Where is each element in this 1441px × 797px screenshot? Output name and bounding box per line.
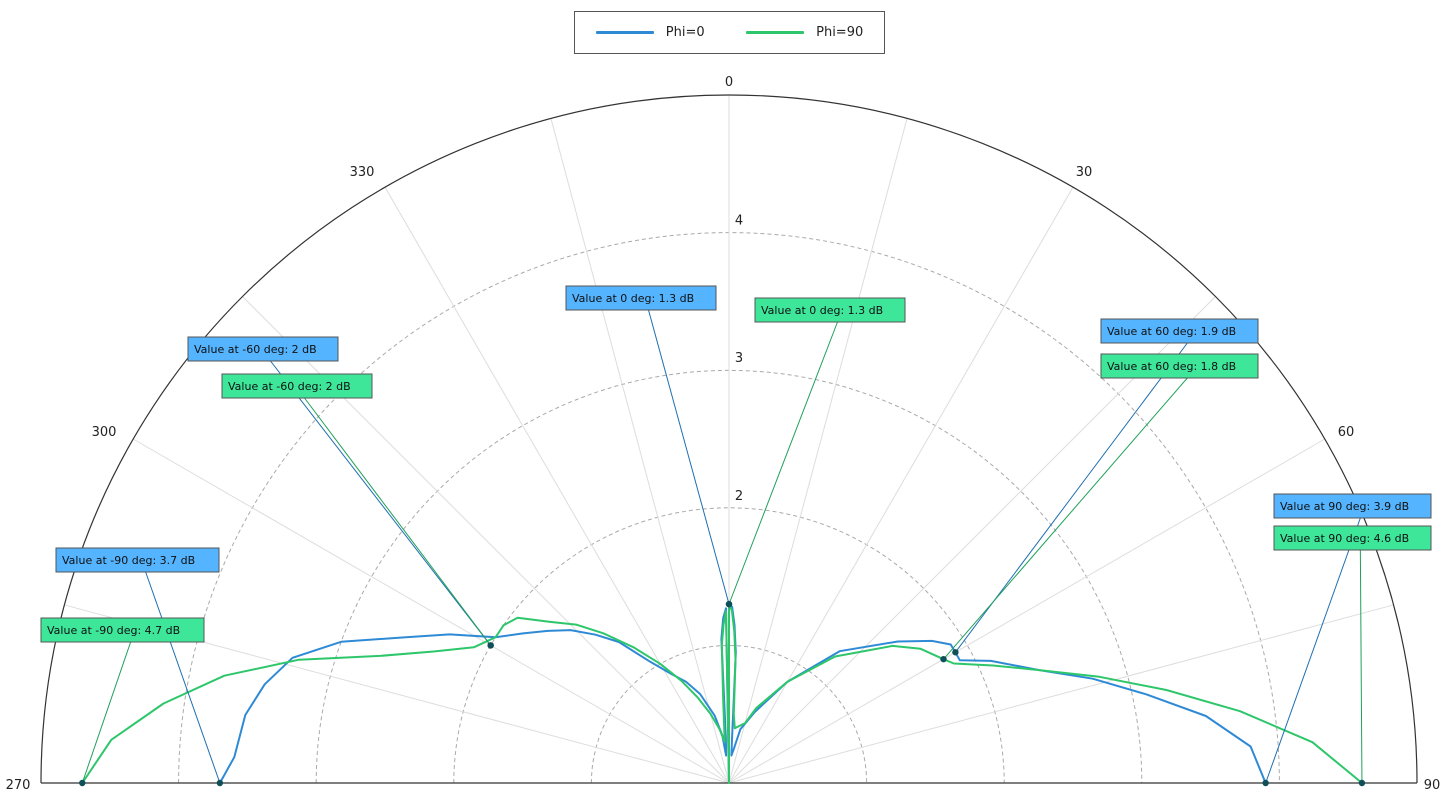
annotation-leader-phi-0-m90	[145, 571, 221, 784]
annotation-point-phi-0-90	[1262, 779, 1269, 787]
tick-labels: 270 300 330 0 30 60 90 2 3 4	[6, 75, 1441, 793]
annotation-box-phi-90-90	[1273, 525, 1432, 551]
annotation-leader-phi-90-m90	[81, 641, 132, 784]
annotation-label-phi-90-60: Value at 60 deg: 1.8 dB	[1107, 360, 1236, 373]
legend-item-phi90: Phi=90	[746, 25, 863, 40]
radial-tick-label-4: 4	[735, 214, 743, 229]
annotation-box-phi-0-m60	[187, 336, 339, 362]
angular-tick-label-30: 30	[1076, 165, 1093, 180]
annotation-label-phi-0-m90: Value at -90 deg: 3.7 dB	[62, 554, 195, 567]
angular-spoke-75	[728, 604, 1394, 784]
legend: Phi=0 Phi=90	[574, 11, 885, 54]
angular-spoke-m15	[550, 118, 730, 784]
annotation-label-phi-0-90: Value at 90 deg: 3.9 dB	[1280, 500, 1409, 513]
annotation-box-phi-90-0	[754, 297, 906, 323]
annotation-label-phi-0-m60: Value at -60 deg: 2 dB	[194, 343, 317, 356]
annotation-label-phi-90-m60: Value at -60 deg: 2 dB	[228, 380, 351, 393]
annotation-leader-phi-0-m60	[270, 360, 492, 646]
angular-spoke-30	[728, 186, 1074, 784]
legend-swatch-phi90	[746, 31, 805, 34]
angular-spokes	[41, 95, 1417, 784]
annotation-leader-phi-90-90	[1359, 549, 1363, 784]
annotation-point-phi-90-m60	[487, 642, 494, 649]
outer-arc	[40, 94, 1418, 784]
angular-tick-label-0: 0	[725, 75, 733, 90]
annotation-box-phi-90-m90	[40, 617, 205, 643]
annotation-leader-phi-90-m60	[304, 397, 492, 646]
angular-spoke-m60	[132, 438, 730, 784]
legend-label-phi0: Phi=0	[665, 25, 705, 40]
angular-spoke-m45	[242, 296, 730, 784]
annotation-leader-phi-90-60	[943, 377, 1188, 660]
annotation-point-phi-0-60	[952, 649, 959, 656]
annotation-point-phi-90-60	[940, 655, 947, 663]
annotation-leader-phi-0-90	[1265, 517, 1361, 784]
annotation-label-phi-0-0: Value at 0 deg: 1.3 dB	[572, 292, 694, 305]
annotation-label-phi-0-60: Value at 60 deg: 1.9 dB	[1107, 325, 1236, 338]
radial-tick-label-2: 2	[735, 489, 743, 504]
annotation-point-phi-90-90	[1358, 779, 1366, 787]
legend-label-phi90: Phi=90	[816, 25, 864, 40]
annotation-box-phi-90-60	[1100, 353, 1259, 379]
legend-swatch-phi0	[595, 31, 654, 34]
annotations: Value at -90 deg: 3.7 dB Value at -90 deg…	[40, 285, 1432, 787]
annotation-leader-phi-0-0	[648, 309, 730, 605]
annotation-box-phi-90-m60	[221, 373, 373, 399]
annotation-box-phi-0-m90	[55, 547, 220, 573]
legend-item-phi0: Phi=0	[595, 25, 705, 40]
angular-tick-label-60: 60	[1338, 425, 1355, 440]
radial-tick-label-3: 3	[735, 351, 743, 366]
angular-spoke-m30	[384, 186, 730, 784]
angular-tick-label-330: 330	[350, 165, 375, 180]
annotation-label-phi-90-m90: Value at -90 deg: 4.7 dB	[47, 624, 180, 637]
annotation-point-phi-90-0	[725, 600, 733, 608]
annotation-label-phi-90-0: Value at 0 deg: 1.3 dB	[761, 304, 883, 317]
angular-tick-label-270: 270	[6, 778, 31, 793]
annotation-point-phi-0-m90	[216, 779, 224, 787]
annotation-box-phi-0-0	[565, 285, 717, 311]
angular-tick-label-300: 300	[92, 425, 117, 440]
angular-tick-label-90: 90	[1424, 778, 1441, 793]
radial-gridline-1	[590, 644, 868, 784]
series-line-phi-0	[219, 603, 1267, 784]
annotation-box-phi-0-60	[1100, 318, 1259, 344]
radial-gridline-2	[453, 507, 1005, 784]
annotation-leader-phi-90-0	[728, 321, 838, 605]
annotation-label-phi-90-90: Value at 90 deg: 4.6 dB	[1280, 532, 1409, 545]
annotation-box-phi-0-90	[1273, 493, 1432, 519]
annotation-point-phi-90-m90	[79, 779, 86, 787]
angular-spoke-60	[728, 438, 1326, 784]
radial-gridline-3	[315, 369, 1143, 784]
angular-spoke-15	[728, 118, 908, 784]
